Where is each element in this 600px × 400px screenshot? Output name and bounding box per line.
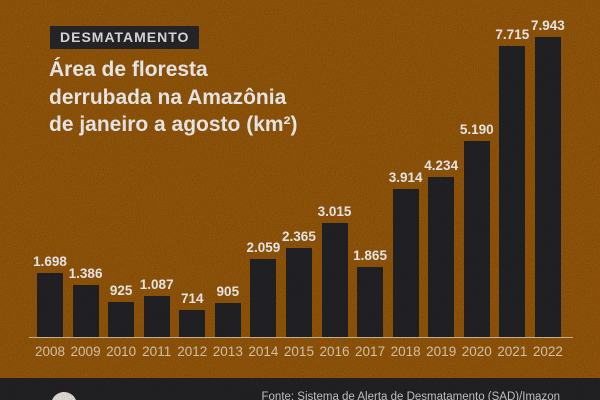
- value-label-2021: 7.715: [495, 26, 530, 42]
- bar-2021: 7.715 2021: [495, 27, 529, 359]
- bar-2020: 5.190 2020: [460, 122, 494, 359]
- bar-2013: 905 2013: [213, 284, 243, 359]
- bar-2016: 3.015 2016: [318, 204, 352, 359]
- year-label-2020: 2020: [461, 344, 492, 359]
- bar-2019: 4.234 2019: [424, 158, 458, 359]
- value-label-2019: 4.234: [424, 158, 459, 174]
- value-label-2010: 925: [109, 283, 133, 299]
- category-badge: DESMATAMENTO: [50, 26, 200, 49]
- year-label-2021: 2021: [497, 344, 528, 359]
- bar-2011: 1.087 2011: [140, 277, 174, 359]
- value-label-2009: 1.386: [68, 265, 103, 281]
- bar-2022: 7.943 2022: [531, 18, 565, 359]
- value-label-2017: 1.865: [353, 247, 387, 263]
- year-label-2022: 2022: [532, 344, 563, 359]
- year-label-2019: 2019: [426, 344, 457, 359]
- bar-2014: 2.059 2014: [246, 240, 280, 359]
- value-label-2011: 1.087: [139, 276, 174, 292]
- bar-2009: 1.386 2009: [69, 266, 103, 359]
- x-axis-line: [29, 337, 573, 338]
- year-label-2011: 2011: [142, 344, 172, 359]
- bar-2018: 3.914 2018: [389, 170, 423, 359]
- value-label-2022: 7.943: [530, 18, 565, 33]
- value-label-2016: 3.015: [317, 204, 352, 220]
- year-label-2012: 2012: [177, 344, 208, 359]
- year-label-2010: 2010: [106, 344, 137, 359]
- value-label-2013: 905: [216, 283, 240, 299]
- year-label-2014: 2014: [248, 344, 279, 359]
- year-label-2016: 2016: [319, 344, 350, 359]
- bar-2008: 1.698 2008: [33, 254, 67, 359]
- year-label-2018: 2018: [390, 344, 421, 359]
- news-outlet-logo-icon: [51, 392, 77, 400]
- value-label-2008: 1.698: [33, 253, 67, 269]
- year-label-2009: 2009: [70, 344, 101, 359]
- chart-title-line-2: derrubada na Amazônia: [49, 85, 287, 109]
- bar-2017: 1.865 2017: [353, 248, 387, 359]
- value-label-2014: 2.059: [246, 240, 281, 256]
- chart-title-line-3: de janeiro a agosto (km²): [49, 113, 298, 136]
- value-label-2012: 714: [180, 291, 204, 306]
- chart-title-line-1: Área de floresta: [49, 58, 208, 81]
- credit-bar: Fonte: Sistema de Alerta de Desmatamento…: [0, 378, 600, 400]
- year-label-2008: 2008: [34, 344, 66, 359]
- chart-title: Área de floresta derrubada na Amazônia d…: [49, 56, 298, 139]
- value-label-2015: 2.365: [282, 228, 316, 244]
- year-label-2013: 2013: [212, 344, 243, 359]
- value-label-2018: 3.914: [388, 170, 423, 186]
- value-label-2020: 5.190: [459, 122, 494, 137]
- source-text: Fonte: Sistema de Alerta de Desmatamento…: [261, 391, 561, 400]
- year-label-2017: 2017: [355, 344, 386, 359]
- bar-2012: 714 2012: [177, 291, 207, 359]
- bar-2015: 2.365 2015: [282, 229, 316, 359]
- year-label-2015: 2015: [283, 344, 314, 359]
- bar-2010: 925 2010: [106, 283, 136, 359]
